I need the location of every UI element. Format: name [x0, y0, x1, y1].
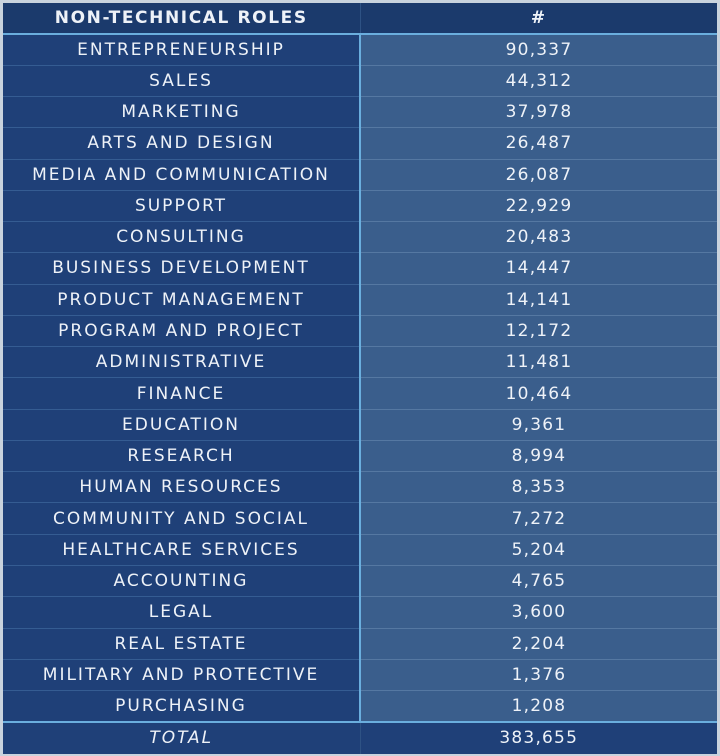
role-name: EDUCATION	[3, 409, 361, 441]
role-name: HUMAN RESOURCES	[3, 471, 361, 504]
role-name: ENTREPRENEURSHIP	[3, 34, 361, 66]
table-row: EDUCATION 9,361	[3, 409, 717, 441]
role-count: 12,172	[360, 315, 717, 348]
role-count: 20,483	[360, 221, 717, 254]
header-count: #	[359, 3, 717, 35]
role-count: 5,204	[360, 534, 717, 567]
role-name: SUPPORT	[3, 190, 361, 223]
role-count: 1,208	[360, 690, 717, 723]
role-name: ACCOUNTING	[3, 565, 361, 598]
role-name: MARKETING	[3, 96, 361, 129]
role-count: 1,376	[360, 659, 717, 692]
role-count: 10,464	[360, 377, 717, 410]
total-label: TOTAL	[3, 720, 361, 754]
table-row: PRODUCT MANAGEMENT 14,141	[3, 284, 717, 316]
roles-table: NON-TECHNICAL ROLES # ENTREPRENEURSHIP 90…	[3, 3, 717, 754]
role-count: 90,337	[360, 34, 717, 66]
role-count: 11,481	[360, 346, 717, 379]
role-count: 3,600	[360, 596, 717, 629]
table-row: SUPPORT 22,929	[3, 190, 717, 223]
role-name: PROGRAM AND PROJECT	[3, 315, 361, 348]
role-count: 4,765	[360, 565, 717, 598]
table-row: LEGAL 3,600	[3, 596, 717, 629]
role-name: FINANCE	[3, 377, 361, 410]
table-row: SALES 44,312	[3, 65, 717, 98]
role-name: RESEARCH	[3, 440, 361, 473]
table-row: MILITARY AND PROTECTIVE 1,376	[3, 659, 717, 692]
table-row: PROGRAM AND PROJECT 12,172	[3, 315, 717, 348]
table-row: ADMINISTRATIVE 11,481	[3, 346, 717, 379]
role-name: MEDIA AND COMMUNICATION	[3, 159, 361, 191]
role-count: 22,929	[360, 190, 717, 223]
role-count: 14,141	[360, 284, 717, 316]
role-count: 14,447	[360, 252, 717, 285]
role-name: ADMINISTRATIVE	[3, 346, 361, 379]
role-count: 44,312	[360, 65, 717, 98]
table-row: REAL ESTATE 2,204	[3, 628, 717, 660]
role-name: ARTS AND DESIGN	[3, 127, 361, 160]
role-count: 8,994	[360, 440, 717, 473]
role-count: 7,272	[360, 502, 717, 535]
role-name: COMMUNITY AND SOCIAL	[3, 502, 361, 535]
table-row: COMMUNITY AND SOCIAL 7,272	[3, 502, 717, 535]
role-count: 26,087	[360, 159, 717, 191]
role-count: 8,353	[360, 471, 717, 504]
table-row: MARKETING 37,978	[3, 96, 717, 129]
table-row: BUSINESS DEVELOPMENT 14,447	[3, 252, 717, 285]
role-name: LEGAL	[3, 596, 361, 629]
role-name: PRODUCT MANAGEMENT	[3, 284, 361, 316]
table-row: CONSULTING 20,483	[3, 221, 717, 254]
table-row: FINANCE 10,464	[3, 377, 717, 410]
table-row: HUMAN RESOURCES 8,353	[3, 471, 717, 504]
role-name: REAL ESTATE	[3, 628, 361, 660]
role-name: BUSINESS DEVELOPMENT	[3, 252, 361, 285]
total-value: 383,655	[360, 720, 717, 754]
table-row: RESEARCH 8,994	[3, 440, 717, 473]
role-name: MILITARY AND PROTECTIVE	[3, 659, 361, 692]
table-row: ENTREPRENEURSHIP 90,337	[3, 34, 717, 66]
role-count: 37,978	[360, 96, 717, 129]
role-name: HEALTHCARE SERVICES	[3, 534, 361, 567]
role-count: 2,204	[360, 628, 717, 660]
role-name: CONSULTING	[3, 221, 361, 254]
header-roles: NON-TECHNICAL ROLES	[3, 3, 360, 35]
total-row: TOTAL 383,655	[3, 720, 717, 754]
table-row: ACCOUNTING 4,765	[3, 565, 717, 598]
role-name: SALES	[3, 65, 361, 98]
table-row: MEDIA AND COMMUNICATION 26,087	[3, 159, 717, 191]
header-row: NON-TECHNICAL ROLES #	[3, 3, 717, 35]
table-row: ARTS AND DESIGN 26,487	[3, 127, 717, 160]
table-row: HEALTHCARE SERVICES 5,204	[3, 534, 717, 567]
role-name: PURCHASING	[3, 690, 361, 723]
table-row: PURCHASING 1,208	[3, 690, 717, 723]
role-count: 9,361	[360, 409, 717, 441]
role-count: 26,487	[360, 127, 717, 160]
